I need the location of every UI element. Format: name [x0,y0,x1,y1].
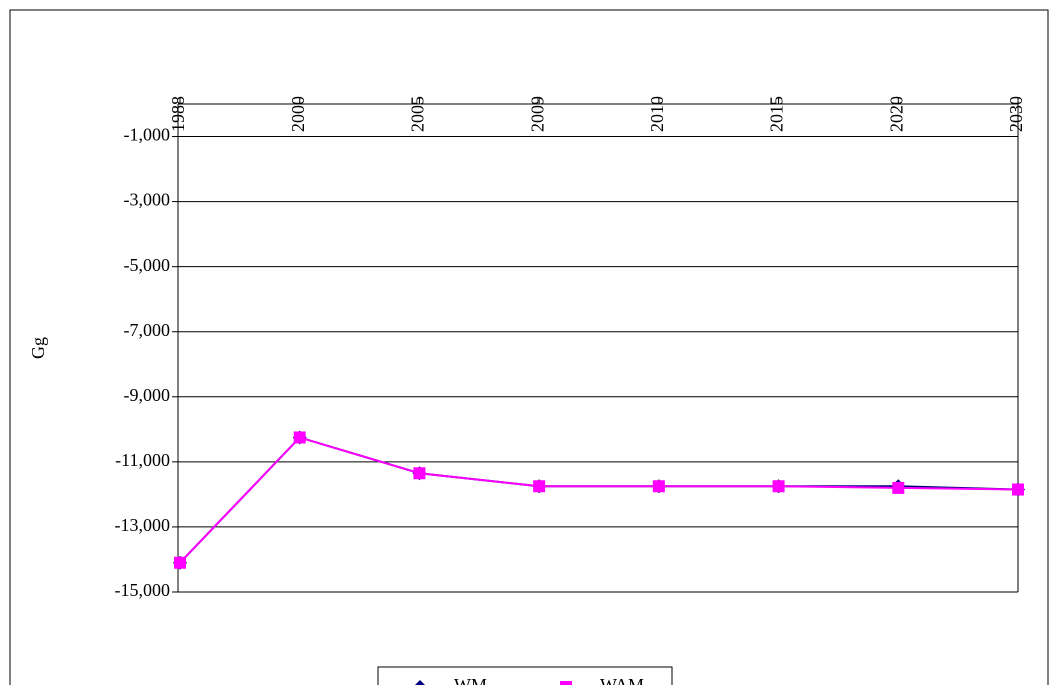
x-tick-label: 2005 [408,96,428,132]
legend-marker [415,680,425,685]
x-tick-label: 2020 [886,96,906,132]
series-line [179,436,1019,564]
point-marker [533,480,546,493]
x-tick-label: 2015 [767,96,787,132]
x-tick-label: 2010 [647,96,667,132]
legend-marker [560,681,572,685]
chart-frame [9,9,1049,685]
x-tick-label: 1988 [168,96,188,132]
point-marker [892,481,905,494]
series-line [179,436,1019,564]
x-tick-label: 2030 [1006,96,1026,132]
y-tick-label: -7,000 [124,320,171,340]
legend-box [377,666,673,685]
point-marker [1012,483,1024,496]
y-axis-title: Gg [28,337,48,359]
y-tick-label: -1,000 [124,125,171,145]
y-tick-label: -5,000 [124,255,171,275]
point-marker [293,431,306,444]
y-tick-label: -13,000 [115,515,171,535]
y-tick-label: -3,000 [124,190,171,210]
y-tick-label: -15,000 [115,580,171,600]
point-marker [772,480,785,493]
point-marker [652,480,665,493]
y-tick-label: -11,000 [115,450,170,470]
y-tick-label: -9,000 [124,385,171,405]
legend-label: WM [454,675,487,685]
point-marker [413,467,426,480]
x-tick-label: 2009 [527,96,547,132]
legend-label: WAM [600,675,644,685]
x-tick-label: 2000 [288,96,308,132]
point-marker [174,556,186,569]
